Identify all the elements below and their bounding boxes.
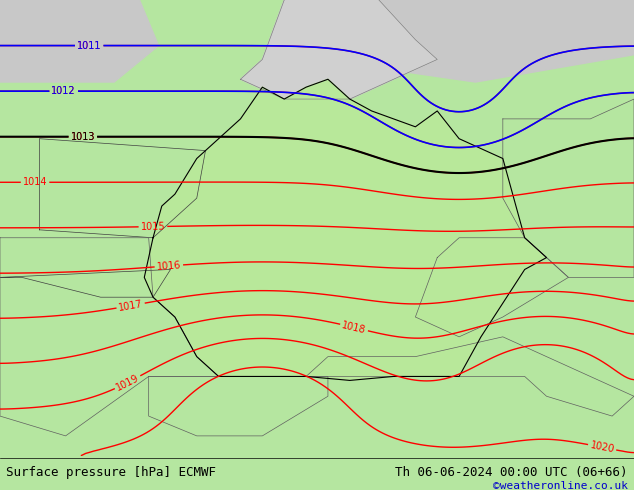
Text: 1015: 1015 — [141, 221, 165, 232]
Text: 1012: 1012 — [51, 86, 76, 96]
Text: 1014: 1014 — [23, 177, 48, 187]
Polygon shape — [145, 79, 547, 380]
Text: 1020: 1020 — [589, 440, 615, 454]
Text: 1013: 1013 — [70, 132, 95, 142]
Text: 1017: 1017 — [118, 298, 144, 313]
Text: Surface pressure [hPa] ECMWF: Surface pressure [hPa] ECMWF — [6, 466, 216, 479]
Polygon shape — [285, 0, 634, 82]
Text: 1018: 1018 — [341, 320, 367, 335]
Text: 1013: 1013 — [70, 132, 95, 142]
Text: 1019: 1019 — [115, 372, 141, 392]
Text: 1016: 1016 — [156, 260, 181, 272]
Text: 1011: 1011 — [77, 41, 101, 50]
Polygon shape — [0, 0, 158, 82]
Text: Th 06-06-2024 00:00 UTC (06+66): Th 06-06-2024 00:00 UTC (06+66) — [395, 466, 628, 479]
Polygon shape — [240, 0, 437, 99]
Text: ©weatheronline.co.uk: ©weatheronline.co.uk — [493, 481, 628, 490]
Text: 1012: 1012 — [51, 86, 76, 96]
Text: 1011: 1011 — [77, 41, 101, 50]
